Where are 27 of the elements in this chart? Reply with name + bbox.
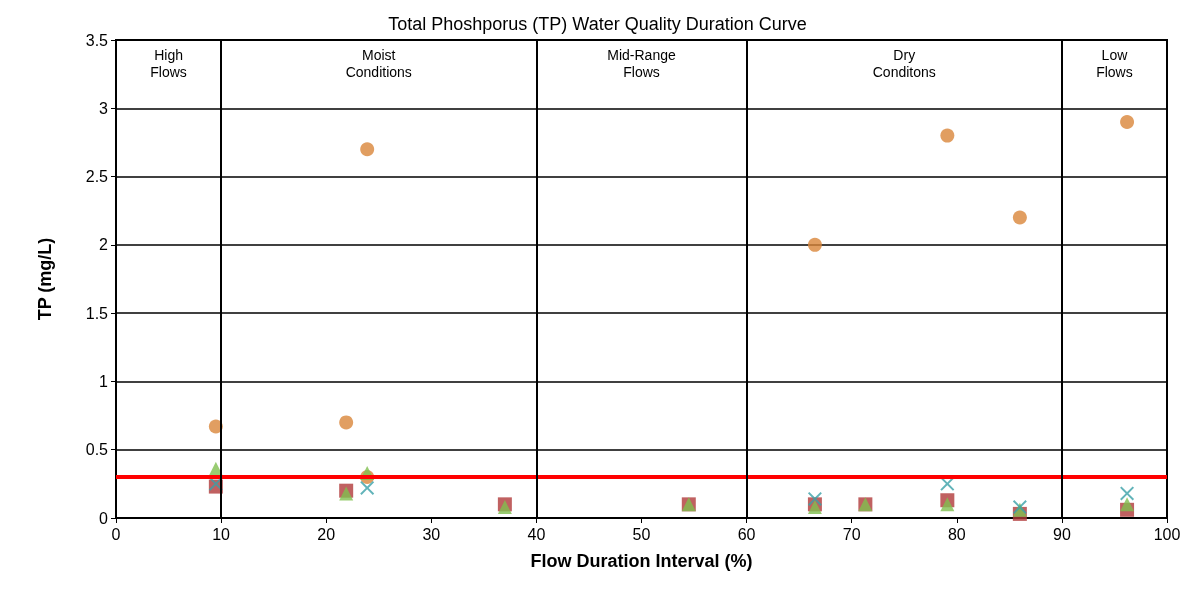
y-tick-label: 1.5 xyxy=(85,304,109,322)
x-axis-title: Flow Duration Interval (%) xyxy=(530,551,753,571)
x-tick-label: 90 xyxy=(1053,525,1071,543)
y-tick-label: 3 xyxy=(99,99,109,117)
x-tick-label: 30 xyxy=(422,525,441,543)
annotation: Dry Conditons xyxy=(872,46,936,80)
chart-title: Total Phoshporus (TP) Water Quality Duration Curve xyxy=(388,14,807,34)
x-tick-label: 50 xyxy=(632,525,651,543)
y-axis-title: TP (mg/L) xyxy=(35,237,55,321)
x-tick-label: 20 xyxy=(317,525,336,543)
annotation: High Flows xyxy=(150,46,187,80)
x-tick-label: 40 xyxy=(527,525,546,543)
annotation: Mid-Range Flows xyxy=(607,46,676,80)
y-tick-label: 3.5 xyxy=(85,31,109,49)
annotation: Low Flows xyxy=(1096,46,1133,80)
x-tick-label: 10 xyxy=(212,525,231,543)
annotation: Moist Conditions xyxy=(345,46,412,80)
y-tick-label: 0 xyxy=(99,509,109,527)
x-tick-label: 60 xyxy=(737,525,756,543)
x-tick-label: 0 xyxy=(111,525,121,543)
y-tick-label: 1 xyxy=(99,372,109,390)
x-tick-label: 100 xyxy=(1153,525,1181,543)
x-tick-label: 70 xyxy=(842,525,861,543)
x-tick-label: 80 xyxy=(947,525,966,543)
y-tick-label: 2.5 xyxy=(85,168,109,186)
y-tick-label: 0.5 xyxy=(85,441,109,459)
y-tick-label: 2 xyxy=(99,236,109,254)
